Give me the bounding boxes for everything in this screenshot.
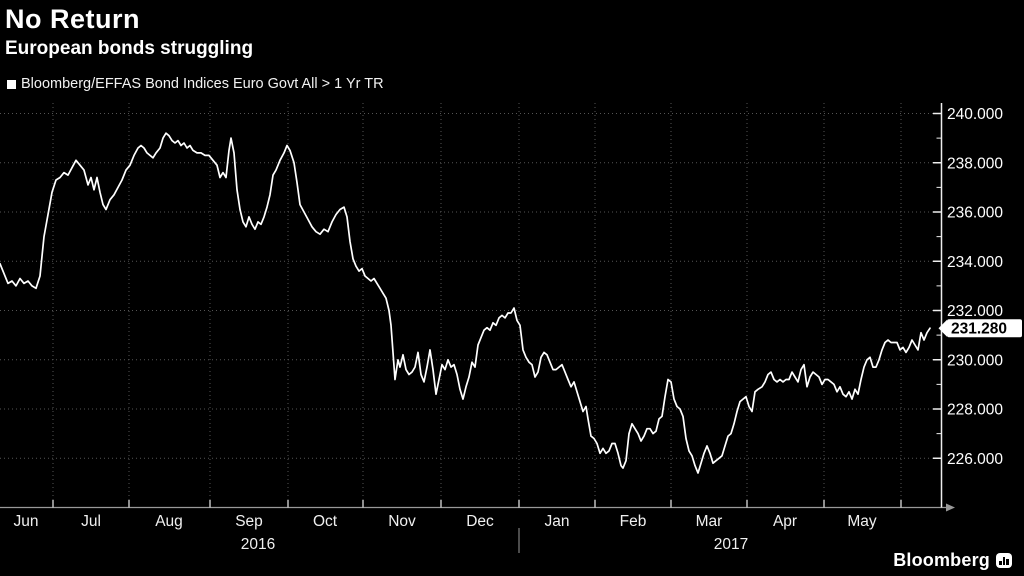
svg-text:Apr: Apr bbox=[773, 513, 797, 530]
svg-text:Jan: Jan bbox=[545, 513, 570, 530]
svg-text:May: May bbox=[847, 513, 877, 530]
svg-text:228.000: 228.000 bbox=[947, 402, 1003, 419]
bloomberg-logo: Bloomberg bbox=[893, 550, 1012, 571]
bloomberg-chart-bubble-icon bbox=[996, 553, 1012, 568]
chart-legend: Bloomberg/EFFAS Bond Indices Euro Govt A… bbox=[7, 76, 384, 92]
svg-text:Dec: Dec bbox=[466, 513, 494, 530]
svg-text:Nov: Nov bbox=[388, 513, 416, 530]
legend-swatch-icon bbox=[7, 79, 16, 89]
svg-text:236.000: 236.000 bbox=[947, 205, 1003, 222]
svg-text:2017: 2017 bbox=[714, 536, 748, 553]
svg-text:Jul: Jul bbox=[81, 513, 101, 530]
bloomberg-wordmark: Bloomberg bbox=[893, 550, 990, 570]
svg-text:Sep: Sep bbox=[235, 513, 263, 530]
svg-text:238.000: 238.000 bbox=[947, 155, 1003, 172]
page-subtitle: European bonds struggling bbox=[5, 38, 254, 59]
legend-label: Bloomberg/EFFAS Bond Indices Euro Govt A… bbox=[21, 76, 384, 92]
page-title: No Return bbox=[5, 4, 140, 34]
svg-text:2016: 2016 bbox=[241, 536, 275, 553]
svg-text:240.000: 240.000 bbox=[947, 106, 1003, 123]
svg-text:226.000: 226.000 bbox=[947, 451, 1003, 468]
svg-text:230.000: 230.000 bbox=[947, 352, 1003, 369]
svg-text:Jun: Jun bbox=[14, 513, 39, 530]
svg-text:Mar: Mar bbox=[696, 513, 723, 530]
last-price-badge-label: 231.280 bbox=[951, 321, 1007, 338]
svg-text:Oct: Oct bbox=[313, 513, 338, 530]
svg-text:Feb: Feb bbox=[620, 513, 647, 530]
svg-text:Aug: Aug bbox=[155, 513, 183, 530]
svg-text:232.000: 232.000 bbox=[947, 303, 1003, 320]
svg-text:234.000: 234.000 bbox=[947, 254, 1003, 271]
